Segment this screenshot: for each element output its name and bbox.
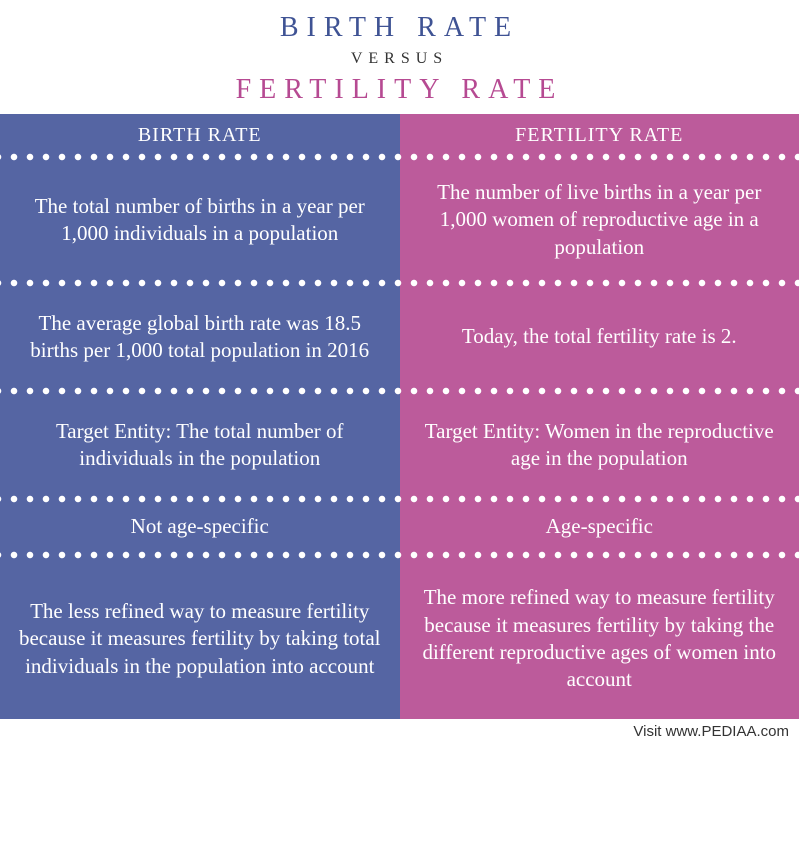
right-cell-target: Target Entity: Women in the reproductive… bbox=[400, 395, 799, 495]
divider bbox=[0, 279, 400, 287]
divider bbox=[0, 551, 400, 559]
divider bbox=[0, 153, 400, 161]
left-cell-definition: The total number of births in a year per… bbox=[0, 161, 400, 279]
right-cell-stat: Today, the total fertility rate is 2. bbox=[400, 287, 799, 387]
comparison-table: BIRTH RATE The total number of births in… bbox=[0, 114, 799, 719]
title-top: BIRTH RATE bbox=[0, 12, 799, 44]
versus-label: VERSUS bbox=[0, 50, 799, 68]
footer-credit: Visit www.PEDIAA.com bbox=[0, 719, 799, 740]
divider bbox=[0, 495, 400, 503]
right-column-header: FERTILITY RATE bbox=[400, 114, 799, 153]
left-column-header: BIRTH RATE bbox=[0, 114, 400, 153]
divider bbox=[0, 387, 400, 395]
left-column: BIRTH RATE The total number of births in… bbox=[0, 114, 400, 719]
right-cell-definition: The number of live births in a year per … bbox=[400, 161, 799, 279]
divider bbox=[400, 551, 799, 559]
right-cell-refinement: The more refined way to measure fertilit… bbox=[400, 559, 799, 719]
left-cell-target: Target Entity: The total number of indiv… bbox=[0, 395, 400, 495]
divider bbox=[400, 495, 799, 503]
title-bottom: FERTILITY RATE bbox=[0, 74, 799, 106]
divider bbox=[400, 153, 799, 161]
right-column: FERTILITY RATE The number of live births… bbox=[400, 114, 799, 719]
left-cell-refinement: The less refined way to measure fertilit… bbox=[0, 559, 400, 719]
left-cell-stat: The average global birth rate was 18.5 b… bbox=[0, 287, 400, 387]
left-cell-age: Not age-specific bbox=[0, 503, 400, 551]
right-cell-age: Age-specific bbox=[400, 503, 799, 551]
divider bbox=[400, 279, 799, 287]
header: BIRTH RATE VERSUS FERTILITY RATE bbox=[0, 0, 799, 114]
divider bbox=[400, 387, 799, 395]
